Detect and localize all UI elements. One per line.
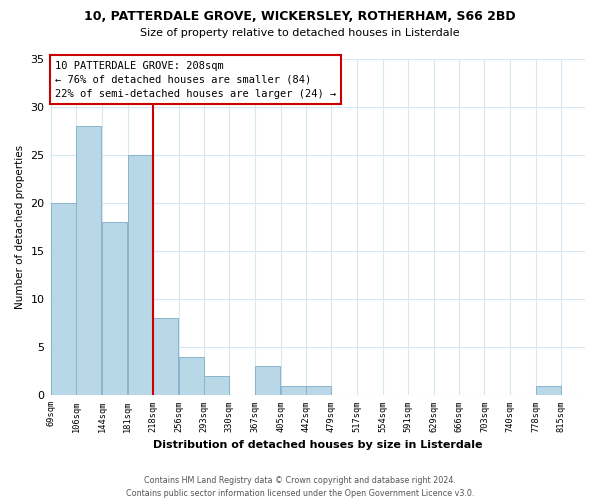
Text: 10 PATTERDALE GROVE: 208sqm
← 76% of detached houses are smaller (84)
22% of sem: 10 PATTERDALE GROVE: 208sqm ← 76% of det… [55, 60, 336, 98]
Bar [254, 366, 280, 396]
Bar [153, 318, 178, 396]
Bar [128, 155, 152, 396]
Bar [76, 126, 101, 396]
Bar [281, 386, 305, 396]
Bar [179, 357, 204, 396]
Y-axis label: Number of detached properties: Number of detached properties [15, 145, 25, 309]
X-axis label: Distribution of detached houses by size in Listerdale: Distribution of detached houses by size … [152, 440, 482, 450]
Text: Size of property relative to detached houses in Listerdale: Size of property relative to detached ho… [140, 28, 460, 38]
Text: Contains HM Land Registry data © Crown copyright and database right 2024.
Contai: Contains HM Land Registry data © Crown c… [126, 476, 474, 498]
Text: 10, PATTERDALE GROVE, WICKERSLEY, ROTHERHAM, S66 2BD: 10, PATTERDALE GROVE, WICKERSLEY, ROTHER… [84, 10, 516, 23]
Bar [536, 386, 561, 396]
Bar [306, 386, 331, 396]
Bar [102, 222, 127, 396]
Bar [204, 376, 229, 396]
Bar [51, 203, 76, 396]
